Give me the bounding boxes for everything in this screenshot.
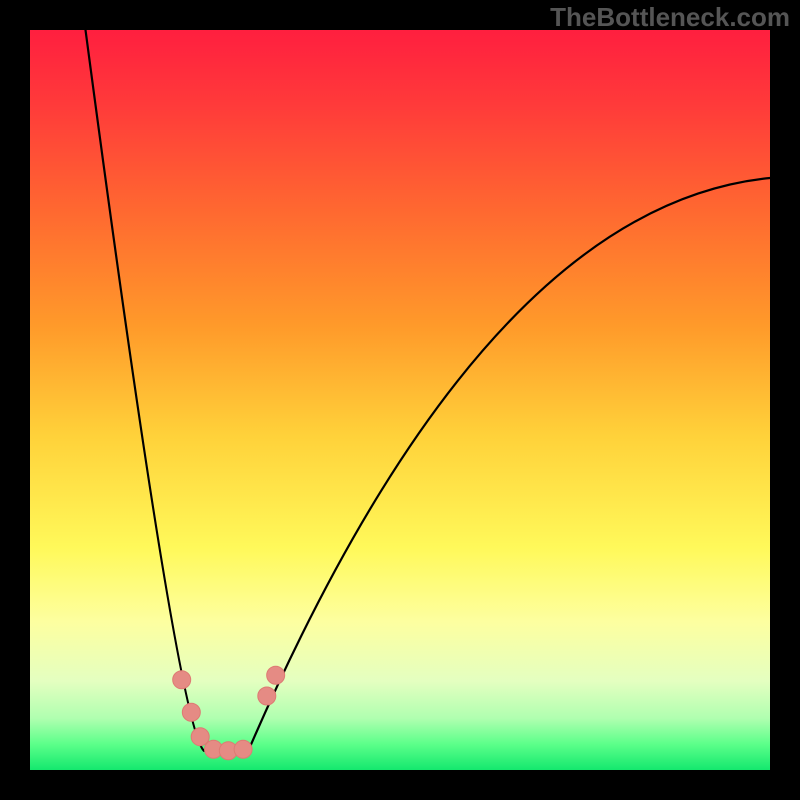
bottleneck-chart	[0, 0, 800, 800]
data-point	[267, 666, 285, 684]
data-point	[173, 671, 191, 689]
data-point	[182, 703, 200, 721]
data-point	[234, 740, 252, 758]
chart-frame: TheBottleneck.com	[0, 0, 800, 800]
plot-background	[30, 30, 770, 770]
data-point	[258, 687, 276, 705]
watermark-text: TheBottleneck.com	[550, 2, 790, 33]
